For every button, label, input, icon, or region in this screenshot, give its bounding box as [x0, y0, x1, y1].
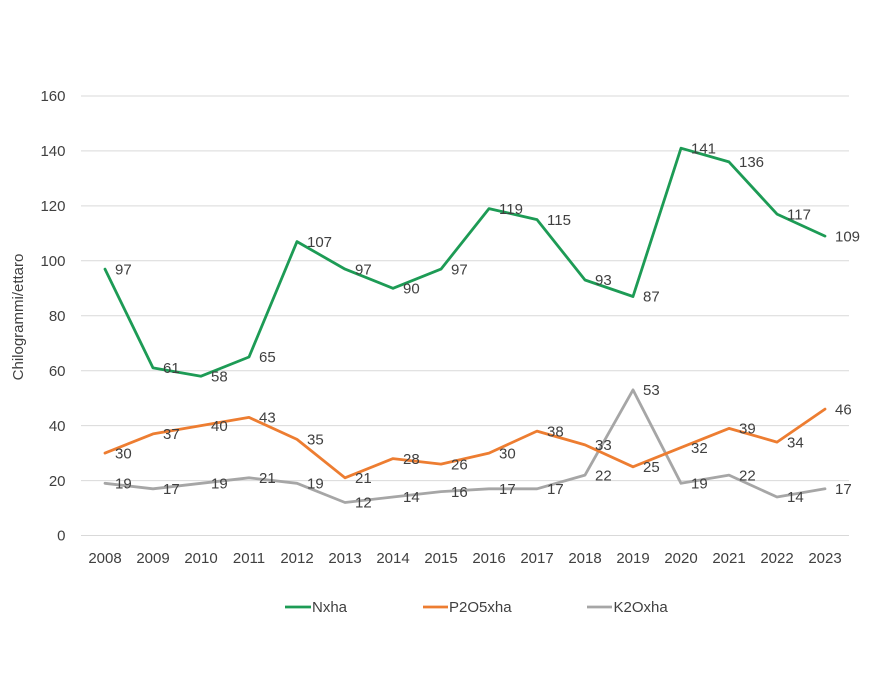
svg-text:2018: 2018: [568, 550, 601, 567]
svg-text:109: 109: [835, 228, 860, 245]
svg-text:30: 30: [499, 445, 516, 462]
svg-text:2013: 2013: [328, 550, 361, 567]
svg-text:2020: 2020: [664, 550, 697, 567]
svg-text:43: 43: [259, 410, 276, 427]
svg-text:53: 53: [643, 382, 660, 399]
svg-text:90: 90: [403, 281, 420, 298]
svg-text:17: 17: [163, 481, 180, 498]
svg-text:115: 115: [547, 212, 571, 229]
svg-text:2012: 2012: [280, 550, 313, 567]
svg-text:97: 97: [451, 261, 468, 278]
svg-text:93: 93: [595, 272, 612, 289]
svg-text:120: 120: [40, 198, 65, 215]
svg-text:58: 58: [211, 368, 228, 385]
svg-text:97: 97: [115, 261, 132, 278]
svg-text:20: 20: [49, 473, 66, 490]
svg-text:61: 61: [163, 360, 180, 377]
svg-text:19: 19: [115, 476, 132, 493]
svg-text:117: 117: [787, 206, 811, 223]
svg-text:33: 33: [595, 437, 612, 454]
svg-text:38: 38: [547, 423, 564, 440]
svg-text:2021: 2021: [712, 550, 745, 567]
svg-text:160: 160: [40, 88, 65, 105]
svg-text:12: 12: [355, 495, 372, 512]
svg-text:37: 37: [163, 426, 180, 443]
svg-text:Nxha: Nxha: [312, 599, 348, 616]
svg-text:0: 0: [57, 528, 65, 545]
svg-text:2019: 2019: [616, 550, 649, 567]
svg-text:119: 119: [499, 201, 523, 218]
svg-text:97: 97: [355, 261, 372, 278]
svg-text:2017: 2017: [520, 550, 553, 567]
svg-text:14: 14: [403, 489, 420, 506]
svg-text:2009: 2009: [136, 550, 169, 567]
svg-text:14: 14: [787, 489, 804, 506]
svg-text:19: 19: [691, 476, 708, 493]
svg-text:65: 65: [259, 349, 276, 366]
svg-text:30: 30: [115, 445, 132, 462]
svg-text:25: 25: [643, 459, 660, 476]
svg-text:100: 100: [40, 253, 65, 270]
svg-text:80: 80: [49, 308, 66, 325]
svg-text:21: 21: [355, 470, 372, 487]
svg-text:Chilogrammi/ettaro: Chilogrammi/ettaro: [10, 254, 27, 381]
svg-text:35: 35: [307, 432, 324, 449]
svg-text:2016: 2016: [472, 550, 505, 567]
svg-text:28: 28: [403, 451, 420, 468]
svg-text:40: 40: [211, 418, 228, 435]
svg-text:17: 17: [835, 481, 852, 498]
svg-text:K2Oxha: K2Oxha: [614, 599, 669, 616]
svg-text:22: 22: [595, 467, 612, 484]
svg-text:2022: 2022: [760, 550, 793, 567]
svg-text:17: 17: [499, 481, 516, 498]
svg-text:17: 17: [547, 481, 564, 498]
svg-text:16: 16: [451, 484, 468, 501]
svg-text:2008: 2008: [88, 550, 121, 567]
svg-text:141: 141: [691, 140, 716, 157]
svg-text:34: 34: [787, 434, 804, 451]
svg-text:2014: 2014: [376, 550, 409, 567]
svg-text:107: 107: [307, 234, 332, 251]
svg-text:60: 60: [49, 363, 66, 380]
svg-text:22: 22: [739, 467, 756, 484]
svg-text:39: 39: [739, 421, 756, 438]
svg-text:P2O5xha: P2O5xha: [449, 599, 512, 616]
svg-text:46: 46: [835, 401, 852, 418]
svg-text:19: 19: [211, 476, 228, 493]
svg-text:2011: 2011: [233, 550, 265, 567]
svg-text:40: 40: [49, 418, 66, 435]
svg-text:19: 19: [307, 476, 324, 493]
svg-text:32: 32: [691, 440, 708, 457]
svg-text:2010: 2010: [184, 550, 217, 567]
svg-text:136: 136: [739, 154, 764, 171]
svg-text:87: 87: [643, 289, 660, 306]
svg-text:2015: 2015: [424, 550, 457, 567]
svg-text:140: 140: [40, 143, 65, 160]
svg-text:21: 21: [259, 470, 276, 487]
svg-text:26: 26: [451, 456, 468, 473]
svg-text:2023: 2023: [808, 550, 841, 567]
